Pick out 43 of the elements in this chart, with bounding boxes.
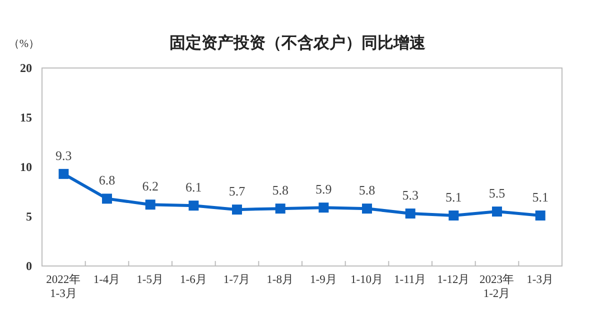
x-tick-label: 2023年 1-2月 [480, 273, 514, 300]
data-label: 6.8 [98, 172, 116, 188]
x-tick-label: 1-4月 [93, 273, 121, 286]
x-tick-label: 1-10月 [350, 273, 384, 286]
data-label: 5.8 [272, 182, 288, 198]
chart-title: 固定资产投资（不含农户）同比增速 [170, 34, 426, 52]
point [362, 204, 372, 214]
x-tick-label: 1-12月 [437, 273, 470, 286]
point [448, 210, 459, 221]
y-tick-label: 20 [20, 61, 32, 75]
point [102, 194, 112, 204]
point [318, 202, 329, 213]
y-tick-label: 0 [26, 259, 32, 273]
point [58, 168, 69, 179]
point [405, 208, 416, 219]
data-label: 6.2 [142, 178, 158, 194]
data-label: 9.3 [56, 148, 72, 163]
data-label: 5.9 [316, 182, 332, 197]
x-tick-label: 1-5月 [136, 273, 164, 286]
x-tick-label: 1-6月 [180, 273, 208, 286]
point [232, 204, 242, 215]
data-label: 5.5 [488, 186, 506, 201]
x-tick-label: 1-3月 [526, 273, 554, 286]
y-tick-label: 5 [26, 210, 32, 224]
data-label: 5.1 [532, 190, 548, 205]
y-axis-title: （%） [8, 38, 40, 50]
data-label: 5.1 [446, 190, 462, 205]
data-label: 5.7 [228, 184, 246, 199]
y-tick-label: 10 [20, 160, 32, 174]
x-tick-label: 1-8月 [266, 273, 294, 286]
x-tick-label: 2022年 1-3月 [46, 273, 82, 300]
x-tick-label: 1-7月 [223, 273, 251, 286]
point [188, 200, 199, 211]
point [492, 206, 502, 217]
data-label: 5.3 [402, 188, 418, 203]
point [145, 200, 156, 210]
point [275, 204, 286, 214]
y-tick-label: 15 [20, 110, 32, 124]
data-label: 6.1 [186, 180, 202, 195]
x-tick-label: 1-9月 [310, 273, 338, 286]
point [535, 210, 546, 221]
data-label: 5.8 [358, 182, 376, 198]
x-tick-label: 1-11月 [394, 273, 427, 286]
